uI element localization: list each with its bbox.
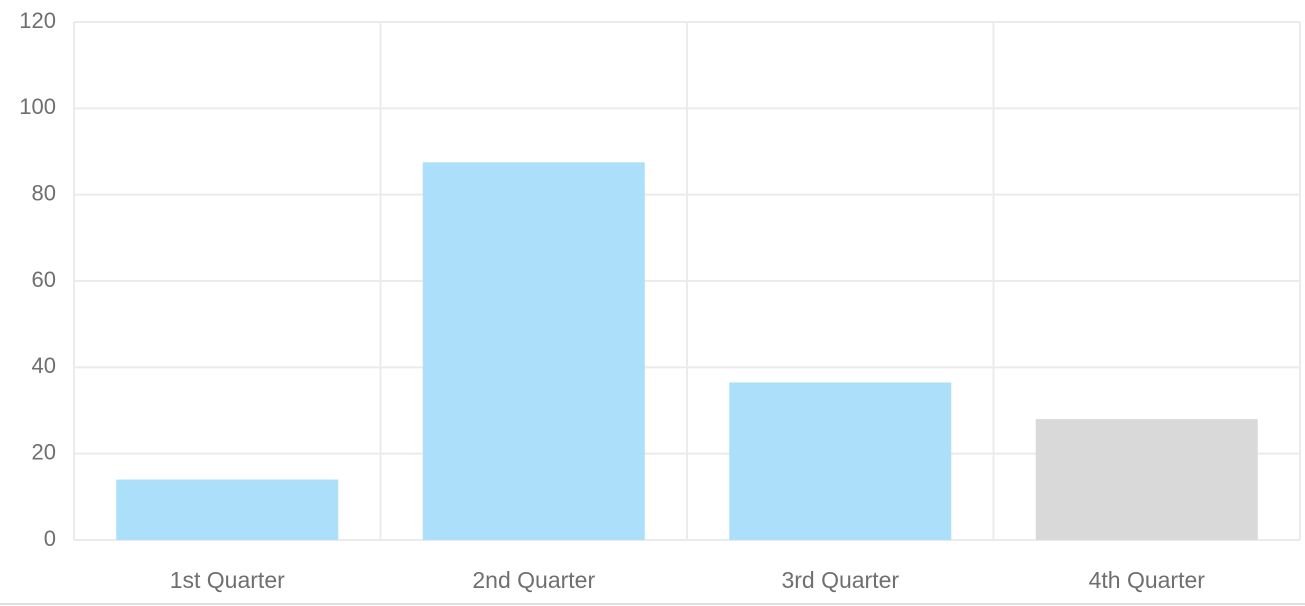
y-tick-label: 80 — [32, 180, 56, 205]
y-tick-label: 100 — [19, 94, 56, 119]
x-category-label: 1st Quarter — [170, 567, 285, 593]
grid-lines — [73, 21, 1301, 541]
bar-3 — [729, 382, 952, 540]
bar-1 — [116, 479, 339, 540]
x-category-label: 3rd Quarter — [781, 567, 899, 593]
y-tick-label: 40 — [32, 353, 56, 378]
y-tick-label: 120 — [19, 8, 56, 33]
x-category-label: 4th Quarter — [1089, 567, 1206, 593]
y-tick-label: 0 — [44, 526, 56, 551]
y-tick-label: 60 — [32, 267, 56, 292]
bar-4 — [1035, 419, 1258, 540]
bar-2 — [422, 162, 645, 540]
y-tick-label: 20 — [32, 439, 56, 464]
x-category-label: 2nd Quarter — [472, 567, 595, 593]
y-axis-tick-labels: 0 20 40 60 80 100 120 — [19, 8, 56, 551]
bars — [116, 162, 1258, 540]
x-axis-category-labels: 1st Quarter 2nd Quarter 3rd Quarter 4th Qua… — [170, 567, 1206, 593]
